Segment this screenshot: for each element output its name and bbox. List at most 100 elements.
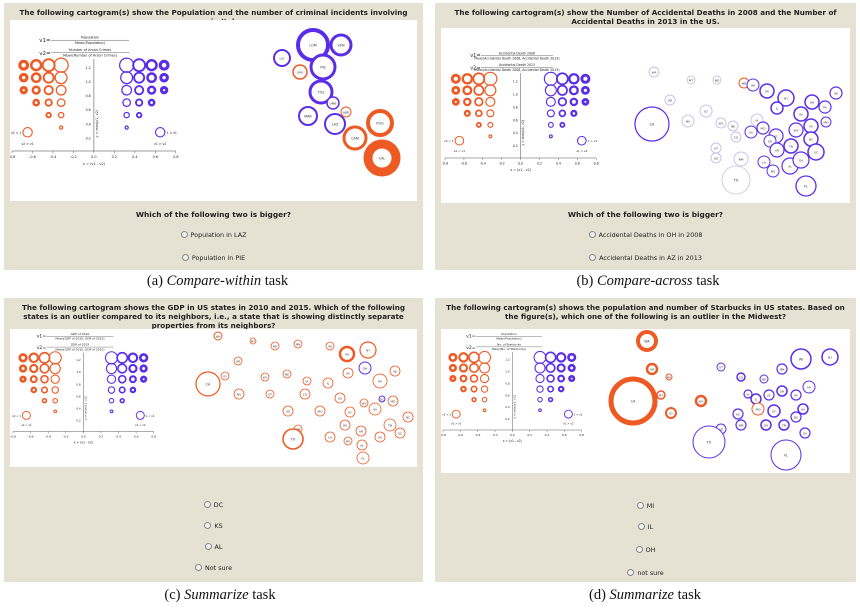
radio-icon[interactable] bbox=[627, 569, 635, 576]
state-glyph bbox=[356, 451, 370, 465]
x-tick-label: -0.2 bbox=[499, 161, 505, 165]
legend-ring-purple bbox=[544, 84, 557, 97]
legend-ring-purple bbox=[140, 375, 148, 383]
state-glyph bbox=[213, 331, 223, 341]
state-glyph bbox=[233, 388, 245, 400]
legend-ring-orange bbox=[474, 97, 484, 107]
state-label: WI bbox=[799, 358, 803, 362]
state-glyph bbox=[664, 94, 676, 106]
state-label: NC bbox=[794, 416, 798, 420]
x-tick-label: -0.4 bbox=[475, 433, 481, 437]
radio-icon[interactable] bbox=[181, 254, 189, 261]
option-1[interactable]: DC bbox=[4, 501, 423, 509]
panel-compare-within: The following cartogram(s) show the Popu… bbox=[4, 3, 423, 270]
state-label: SC bbox=[814, 151, 818, 155]
legend-ring-purple bbox=[580, 73, 591, 84]
state-glyph bbox=[793, 106, 809, 122]
radio-icon[interactable] bbox=[204, 543, 212, 550]
left-note-bottom: v2 > v1 bbox=[21, 423, 32, 427]
state-label: UT bbox=[714, 147, 718, 151]
state-label: WI bbox=[751, 84, 755, 88]
legend-ring-orange bbox=[51, 386, 59, 394]
state-glyph bbox=[325, 341, 335, 351]
state-label: MO bbox=[761, 127, 767, 131]
radio-icon[interactable] bbox=[636, 502, 644, 509]
legend-ring-orange bbox=[41, 397, 48, 404]
legend-ring-orange bbox=[468, 351, 480, 364]
state-label: LA bbox=[328, 436, 333, 440]
state-label: ID bbox=[669, 412, 673, 416]
option-2[interactable]: IL bbox=[435, 523, 856, 531]
x-tick-label: -0.4 bbox=[50, 155, 57, 159]
cartogram-map: WA MT ND MN WI MI NY OR CA NV ID WY NE IA IL IN OH PA NJ UT… bbox=[195, 331, 414, 465]
x-tick-label: 0.6 bbox=[134, 435, 139, 439]
state-glyph bbox=[322, 377, 334, 389]
state-label: CAL bbox=[379, 157, 386, 161]
state-glyph bbox=[383, 418, 397, 432]
x-tick-label: 0.8 bbox=[151, 435, 156, 439]
option-1[interactable]: MI bbox=[435, 502, 856, 510]
radio-icon[interactable] bbox=[589, 254, 597, 261]
state-label: IN bbox=[346, 372, 349, 376]
x-tick-label: 0.4 bbox=[116, 435, 121, 439]
option-3[interactable]: OH bbox=[435, 546, 856, 554]
state-label: TX bbox=[706, 441, 712, 445]
radio-icon[interactable] bbox=[180, 231, 188, 238]
radio-icon[interactable] bbox=[635, 546, 643, 553]
state-label: KY bbox=[348, 411, 352, 415]
state-label: OK bbox=[768, 140, 773, 144]
x-tick-label: 0.2 bbox=[537, 161, 542, 165]
right-note-top: 1 < v1 bbox=[588, 139, 598, 143]
state-glyph bbox=[716, 362, 726, 372]
legend-ring-orange bbox=[39, 363, 50, 374]
option-2[interactable]: Population in PIE bbox=[4, 254, 423, 262]
option-1[interactable]: Population in LAZ bbox=[4, 231, 423, 239]
state-label: CA bbox=[650, 123, 655, 127]
state-label: IN bbox=[767, 394, 770, 398]
x-tick-label: -0.2 bbox=[492, 433, 498, 437]
legend-ring-purple bbox=[159, 72, 169, 83]
radio-icon[interactable] bbox=[588, 231, 596, 238]
v2-numerator: No. of Starbucks bbox=[497, 343, 521, 347]
legend-ring-purple bbox=[139, 364, 148, 373]
question-title: The following cartogram(s) shows the pop… bbox=[446, 303, 845, 321]
state-glyph bbox=[387, 395, 399, 407]
state-label: CAM bbox=[351, 137, 359, 141]
legend-ring-purple bbox=[567, 363, 576, 373]
option-2[interactable]: KS bbox=[4, 522, 423, 530]
state-label: MD bbox=[824, 121, 830, 125]
y-tick-label: 0.8 bbox=[86, 94, 91, 98]
legend-ring-orange bbox=[463, 97, 472, 107]
state-glyph bbox=[760, 419, 772, 431]
radio-icon[interactable] bbox=[637, 523, 645, 530]
option-1[interactable]: Accidental Deaths in OH in 2008 bbox=[435, 231, 856, 239]
radio-icon[interactable] bbox=[203, 501, 211, 508]
state-label: ID bbox=[223, 375, 227, 379]
state-label: NJ bbox=[834, 92, 837, 96]
option-3[interactable]: AL bbox=[4, 543, 423, 551]
state-label: NV bbox=[237, 393, 242, 397]
legend-ring-orange bbox=[472, 72, 486, 86]
legend-ring-orange bbox=[43, 85, 54, 96]
option-2[interactable]: Accidental Deaths in AZ in 2013 bbox=[435, 254, 856, 262]
radio-icon[interactable] bbox=[194, 564, 202, 571]
state-glyph bbox=[656, 390, 666, 400]
legend-ring-orange bbox=[18, 353, 28, 363]
state-glyph bbox=[818, 100, 832, 114]
cartogram-figure: v1= v2= Accidental Death 2008 Mean(Accident… bbox=[441, 28, 850, 203]
option-4[interactable]: not sure bbox=[435, 569, 856, 577]
state-label: WA bbox=[216, 335, 222, 339]
state-label: NC bbox=[809, 138, 813, 142]
legend-ring-orange bbox=[18, 364, 28, 373]
legend-ring-purple bbox=[108, 397, 115, 404]
state-label: KS bbox=[749, 131, 753, 135]
x-tick-label: 0.8 bbox=[594, 161, 599, 165]
state-glyph bbox=[776, 363, 788, 375]
caption-b: (b) Compare-across task bbox=[576, 273, 720, 289]
x-tick-label: 0.2 bbox=[112, 155, 117, 159]
x-tick-label: 0.6 bbox=[575, 161, 580, 165]
radio-icon[interactable] bbox=[204, 522, 212, 529]
state-glyph bbox=[681, 114, 695, 128]
option-4[interactable]: Not sure bbox=[4, 564, 423, 572]
